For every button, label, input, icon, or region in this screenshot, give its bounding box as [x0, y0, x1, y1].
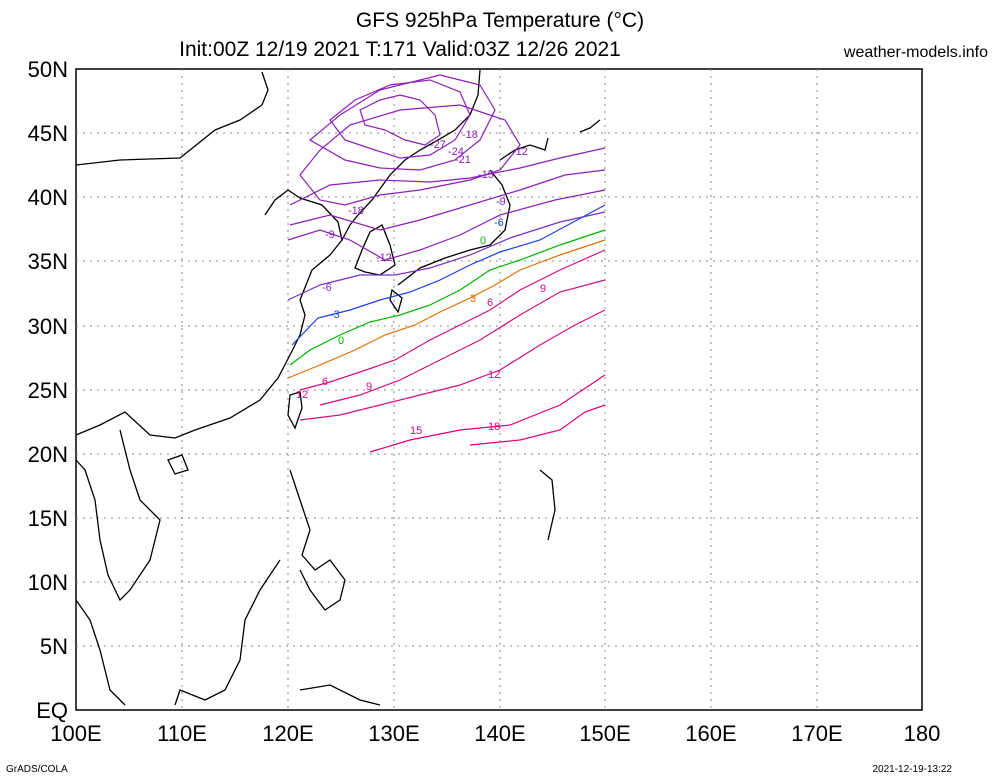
contour-label: -27: [430, 139, 446, 151]
contour-label: 6: [487, 297, 493, 309]
contour-minus3: [291, 204, 606, 346]
contour-label: 12: [296, 389, 308, 401]
lat-tick-label: 15N: [28, 506, 68, 531]
contour-minus21: [308, 74, 496, 171]
lon-tick-label: 160E: [685, 721, 736, 746]
contour-label: -15: [478, 169, 494, 181]
lat-lon-grid: [76, 69, 922, 710]
lat-tick-label: 50N: [28, 57, 68, 82]
contour-label: -3: [330, 309, 340, 321]
contour-label: -9: [325, 229, 335, 241]
contour-label: -6: [322, 282, 332, 294]
contour-minus18-a: [299, 104, 521, 206]
contour-label: 15: [410, 425, 422, 437]
contour-label: 0: [338, 335, 344, 347]
lon-tick-label: 150E: [579, 721, 630, 746]
temperature-contours: [287, 74, 606, 453]
contour-plus6: [299, 249, 606, 391]
contour-plus15: [369, 374, 606, 453]
contour-label: -21: [455, 154, 471, 166]
contour-zero: [289, 229, 606, 366]
lon-tick-label: 120E: [262, 721, 313, 746]
lon-tick-label: 110E: [157, 721, 207, 746]
contour-label: 9: [540, 283, 546, 295]
contour-minus9: [287, 189, 606, 261]
site-credit: weather-models.info: [843, 44, 988, 61]
contour-label: 9: [366, 381, 372, 393]
contour-plus18: [469, 404, 606, 446]
contour-label: 12: [488, 369, 500, 381]
contour-plus12: [299, 309, 606, 421]
contour-plus3: [287, 239, 606, 379]
lat-tick-label: 35N: [28, 249, 68, 274]
software-credit: GrADS/COLA: [6, 764, 68, 775]
contour-minus12: [289, 169, 606, 231]
contour-label: -12: [512, 146, 528, 158]
contour-label: 6: [322, 376, 328, 388]
contour-label: 18: [488, 421, 500, 433]
contour-plus9: [319, 279, 606, 406]
lon-tick-label: 180: [904, 721, 941, 746]
lat-tick-label: EQ: [36, 698, 68, 723]
lon-tick-label: 140E: [474, 721, 525, 746]
contour-label: -12: [376, 252, 392, 264]
lon-tick-label: 130E: [368, 721, 419, 746]
lon-tick-label: 100E: [50, 721, 101, 746]
lat-tick-label: 25N: [28, 378, 68, 403]
map-subtitle: Init:00Z 12/19 2021 T:171 Valid:03Z 12/2…: [179, 38, 621, 61]
contour-minus27: [359, 94, 441, 146]
contour-label: -18: [348, 205, 364, 217]
contour-label-group: -27 -24 -21 -18 -18 -15 -12 -12 -9 -9 -6…: [296, 129, 546, 437]
lat-tick-label: 30N: [28, 314, 68, 339]
contour-minus24: [329, 79, 471, 159]
contour-label: -6: [494, 217, 504, 229]
contour-label: -9: [496, 196, 506, 208]
render-timestamp: 2021-12-19-13:22: [872, 764, 952, 775]
lat-tick-label: 45N: [28, 121, 68, 146]
lon-tick-label: 170E: [791, 721, 842, 746]
lat-tick-label: 10N: [28, 570, 68, 595]
lat-tick-label: 40N: [28, 185, 68, 210]
contour-label: 0: [480, 235, 486, 247]
lon-axis-labels: 100E 110E 120E 130E 140E 150E 160E 170E …: [50, 721, 940, 746]
lat-axis-labels: EQ 5N 10N 15N 20N 25N 30N 35N 40N 45N 50…: [28, 57, 68, 723]
coastlines: [75, 69, 601, 706]
contour-minus15: [289, 147, 606, 206]
lat-tick-label: 20N: [28, 442, 68, 467]
contour-label: -24: [448, 146, 464, 158]
contour-label: -18: [462, 129, 478, 141]
map-title: GFS 925hPa Temperature (°C): [355, 9, 645, 32]
contour-minus6: [287, 211, 606, 301]
lat-tick-label: 5N: [40, 634, 68, 659]
contour-label: 3: [470, 293, 476, 305]
